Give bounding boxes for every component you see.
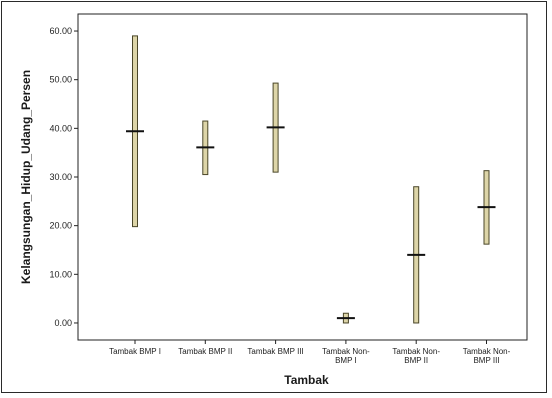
- x-tick-label-line: Tambak BMP III: [247, 347, 303, 356]
- x-tick-label: Tambak Non-BMP III: [463, 347, 511, 365]
- range-bars: [126, 35, 496, 324]
- x-tick-label-line: Tambak BMP II: [178, 347, 232, 356]
- y-tick-label: 0.00: [54, 318, 72, 328]
- y-tick-label: 60.00: [49, 26, 72, 36]
- x-tick-label: Tambak BMP II: [178, 347, 232, 356]
- x-tick-label: Tambak BMP I: [109, 347, 161, 356]
- y-tick-label: 50.00: [49, 75, 72, 85]
- x-tick-label-line: BMP II: [404, 356, 428, 365]
- x-tick-label: Tambak BMP III: [247, 347, 303, 356]
- y-axis: 0.00 10.00 20.00 30.00 40.00 50.00 60.00: [49, 26, 78, 328]
- x-tick-label-line: Tambak Non-: [392, 347, 440, 356]
- x-tick-label: Tambak Non-BMP I: [322, 347, 370, 365]
- x-tick-label: Tambak Non-BMP II: [392, 347, 440, 365]
- y-tick-label: 30.00: [49, 172, 72, 182]
- plot-area: [77, 13, 528, 341]
- y-tick-label: 10.00: [49, 269, 72, 279]
- x-tick-label-line: BMP III: [473, 356, 499, 365]
- y-axis-label: Kelangsungan_Hidup_Udang_Persen: [19, 70, 33, 284]
- x-axis-label: Tambak: [284, 373, 329, 387]
- x-tick-label-line: Tambak Non-: [322, 347, 370, 356]
- y-tick-label: 40.00: [49, 123, 72, 133]
- x-axis: Tambak BMP I Tambak BMP II Tambak BMP III T…: [109, 340, 511, 365]
- x-tick-label-line: Tambak Non-: [463, 347, 511, 356]
- x-tick-label-line: BMP I: [335, 356, 357, 365]
- y-tick-label: 20.00: [49, 221, 72, 231]
- x-tick-label-line: Tambak BMP I: [109, 347, 161, 356]
